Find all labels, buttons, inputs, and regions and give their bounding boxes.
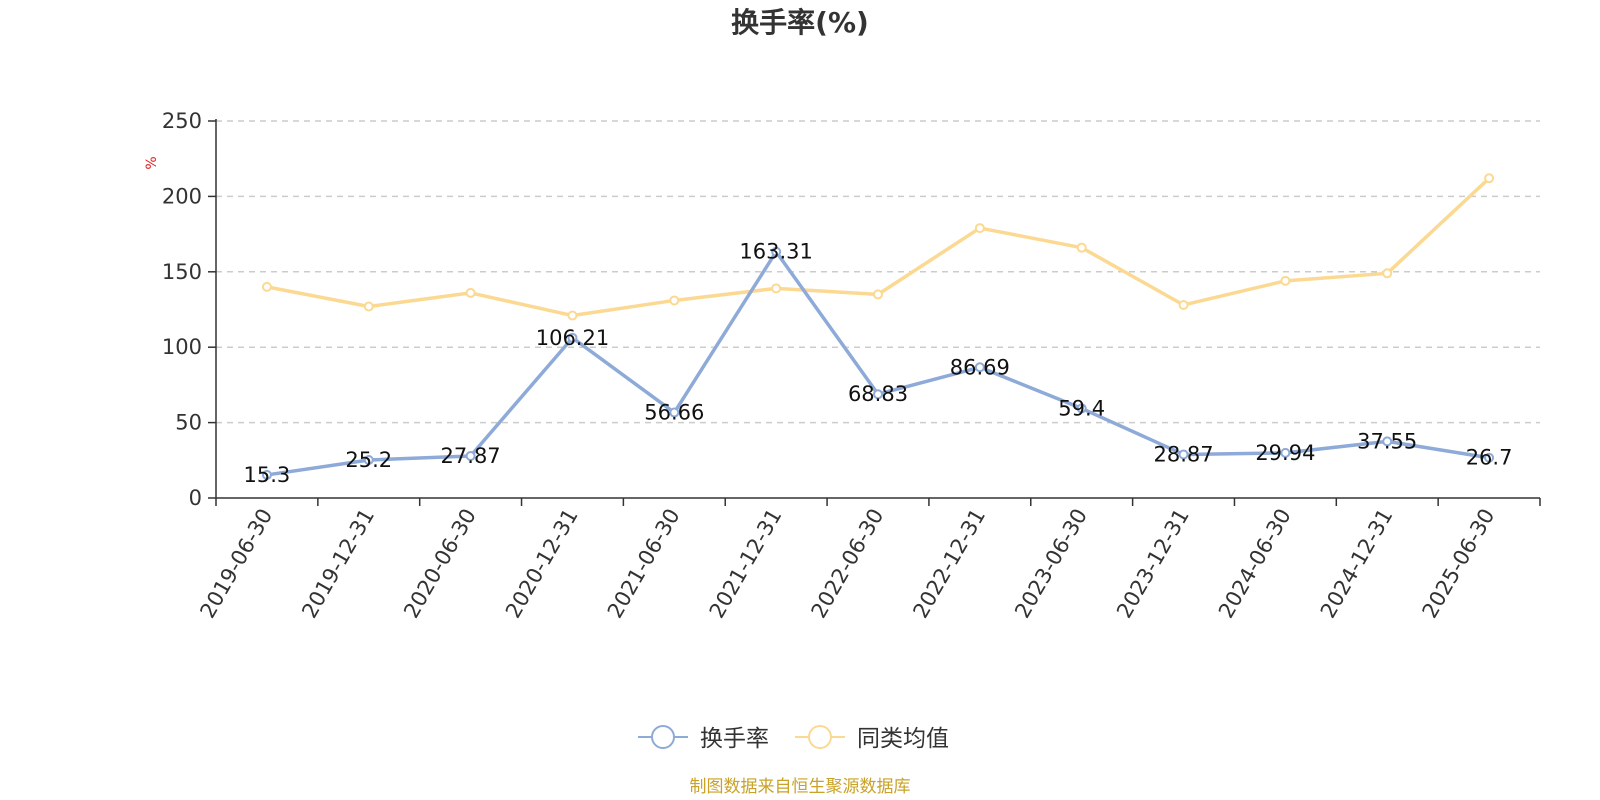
data-point[interactable] [873,389,883,400]
data-point[interactable] [974,223,985,234]
data-point[interactable] [1382,268,1393,279]
legend-label: 换手率 [700,726,769,752]
data-label: 29.94 [1255,441,1315,465]
x-tick-label: 2019-06-30 [195,505,277,623]
data-point[interactable] [363,454,374,465]
data-point[interactable] [669,407,680,418]
data-point[interactable] [1484,173,1495,184]
y-tick-label: 200 [162,184,202,208]
x-tick-label: 2019-12-31 [297,505,379,623]
data-point[interactable] [1382,436,1393,447]
legend-item[interactable]: 同类均值 [795,725,949,752]
data-point[interactable] [465,287,476,298]
data-point[interactable] [771,246,782,257]
grid-lines [216,120,1540,424]
x-tick-label: 2020-06-30 [399,504,481,622]
data-label: 163.31 [739,240,812,264]
chart-title: 换手率(%) [731,6,869,39]
x-tick-label: 2023-12-31 [1112,505,1194,623]
y-tick-label: 100 [162,335,202,359]
legend[interactable]: 换手率 同类均值 [638,725,949,752]
data-point[interactable] [1076,242,1087,253]
legend-item[interactable]: 换手率 [638,725,769,752]
x-tick-label: 2020-12-31 [501,505,583,623]
x-tick-label: 2023-06-30 [1010,505,1092,623]
data-point[interactable] [1076,403,1087,414]
x-tick-label: 2022-06-30 [807,505,889,623]
y-axis-unit-label: % [144,156,160,169]
data-label: 37.55 [1357,429,1417,453]
data-labels: 15.3 25.2 27.87 106.21 56.66 163.31 68.83 86.69… [244,240,1513,487]
data-point[interactable] [1178,449,1189,460]
data-point[interactable] [1484,452,1495,463]
x-tick-label: 2022-12-31 [908,505,990,623]
x-tick-label: 2024-12-31 [1316,505,1398,623]
x-tick-label: 2021-12-31 [705,505,787,623]
y-tick-label: 50 [175,411,202,435]
data-point[interactable] [1178,299,1189,310]
data-point[interactable] [771,283,782,294]
data-label: 106.21 [536,326,609,350]
data-label: 15.3 [244,463,291,487]
data-point[interactable] [363,301,374,312]
data-point[interactable] [261,281,272,292]
x-tick-label: 2025-06-30 [1418,505,1500,623]
data-label: 56.66 [644,401,704,425]
data-point[interactable] [261,469,272,480]
data-point[interactable] [1280,275,1291,286]
data-point[interactable] [669,295,680,306]
data-label: 25.2 [345,448,392,472]
series-lines [261,173,1495,480]
data-point[interactable] [873,289,883,300]
x-tick-label: 2021-06-30 [603,505,685,623]
data-point[interactable] [1280,447,1291,458]
data-point[interactable] [465,450,476,461]
data-point[interactable] [974,362,985,373]
data-point[interactable] [567,332,578,343]
y-tick-label: 250 [162,109,202,133]
y-tick-label: 0 [189,486,202,510]
legend-swatch-circle [808,725,832,749]
legend-swatch-circle [651,725,675,749]
data-label: 27.87 [441,444,501,468]
legend-label: 同类均值 [857,726,949,752]
data-label: 86.69 [950,355,1010,379]
data-label: 28.87 [1153,442,1213,466]
data-label: 26.7 [1466,446,1513,470]
data-label: 59.4 [1058,396,1105,420]
y-tick-label: 150 [162,260,202,284]
data-point[interactable] [567,310,578,321]
data-label: 68.83 [848,382,908,406]
x-tick-label: 2024-06-30 [1214,505,1296,623]
data-source-note: 制图数据来自恒生聚源数据库 [690,777,911,797]
